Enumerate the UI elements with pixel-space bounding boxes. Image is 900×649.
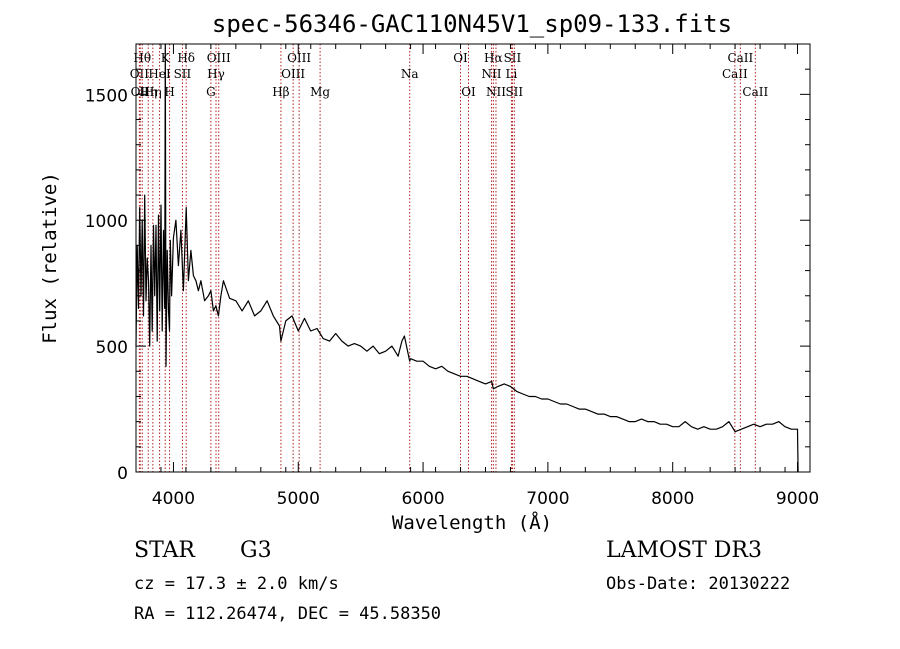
- line-marker-label: OI: [461, 85, 476, 99]
- line-marker-label: Hθ: [133, 51, 151, 65]
- coordinates: RA = 112.26474, DEC = 45.58350: [134, 604, 442, 624]
- line-marker-label: SII: [504, 51, 522, 65]
- line-marker-label: Mg: [310, 85, 330, 99]
- line-marker-label: NII: [486, 85, 506, 99]
- object-subclass: G3: [240, 538, 272, 563]
- line-marker-label: SII: [505, 85, 523, 99]
- axis-tick-layer: 4000 5000 6000 7000 8000 9000 0 500 1000 1500: [85, 44, 819, 509]
- line-marker-label: OII: [131, 85, 151, 99]
- line-marker-label: OII: [130, 67, 150, 81]
- y-tick-label: 1500: [85, 86, 128, 106]
- y-tick-label: 0: [117, 464, 128, 484]
- line-marker-label: Hγ: [207, 67, 225, 81]
- plot-frame: [135, 43, 811, 473]
- line-marker-label: G: [206, 85, 216, 99]
- line-marker-layer: OIIOIIHθHηHηHeIKHSIIHδGHγOIIIHβOIIIOIIIM…: [130, 44, 768, 472]
- y-axis-label: Flux (relative): [39, 172, 61, 344]
- line-marker-label: Na: [401, 67, 419, 81]
- line-marker-label: Hη: [144, 85, 162, 99]
- line-marker-label: OI: [453, 51, 468, 65]
- x-tick-label: 6000: [401, 489, 444, 509]
- line-marker-label: Hβ: [272, 85, 289, 99]
- observation-date: Obs-Date: 20130222: [606, 574, 791, 594]
- x-tick-label: 4000: [152, 489, 195, 509]
- x-tick-label: 7000: [526, 489, 569, 509]
- survey-name: LAMOST DR3: [606, 538, 762, 563]
- line-marker-label: Li: [506, 67, 518, 81]
- y-tick-label: 1000: [85, 212, 128, 232]
- line-marker-label: CaII: [722, 67, 748, 81]
- line-marker-label: Hα: [484, 51, 503, 65]
- line-marker-label: Hδ: [177, 51, 195, 65]
- spectrum-series-layer: [135, 43, 799, 473]
- line-marker-label: OIII: [281, 67, 305, 81]
- line-marker-label: OIII: [287, 51, 311, 65]
- x-tick-label: 8000: [651, 489, 694, 509]
- object-class: STAR: [134, 538, 195, 563]
- spectrum-line-flux: [135, 43, 799, 473]
- line-marker-label: Hη: [139, 85, 157, 99]
- x-tick-label: 5000: [277, 489, 320, 509]
- y-tick-label: 500: [96, 338, 128, 358]
- line-marker-label: CaII: [742, 85, 768, 99]
- chart-title: spec-56346-GAC110N45V1_sp09-133.fits: [212, 10, 732, 38]
- line-marker-label: CaII: [727, 51, 753, 65]
- redshift-value: cz = 17.3 ± 2.0 km/s: [134, 574, 339, 594]
- line-marker-label: H: [164, 85, 174, 99]
- x-tick-label: 9000: [776, 489, 819, 509]
- line-marker-label: OIII: [207, 51, 231, 65]
- x-axis-label: Wavelength (Å): [392, 511, 552, 534]
- line-marker-label: HeI: [148, 67, 171, 81]
- line-marker-label: SII: [174, 67, 192, 81]
- line-marker-label: NII: [481, 67, 501, 81]
